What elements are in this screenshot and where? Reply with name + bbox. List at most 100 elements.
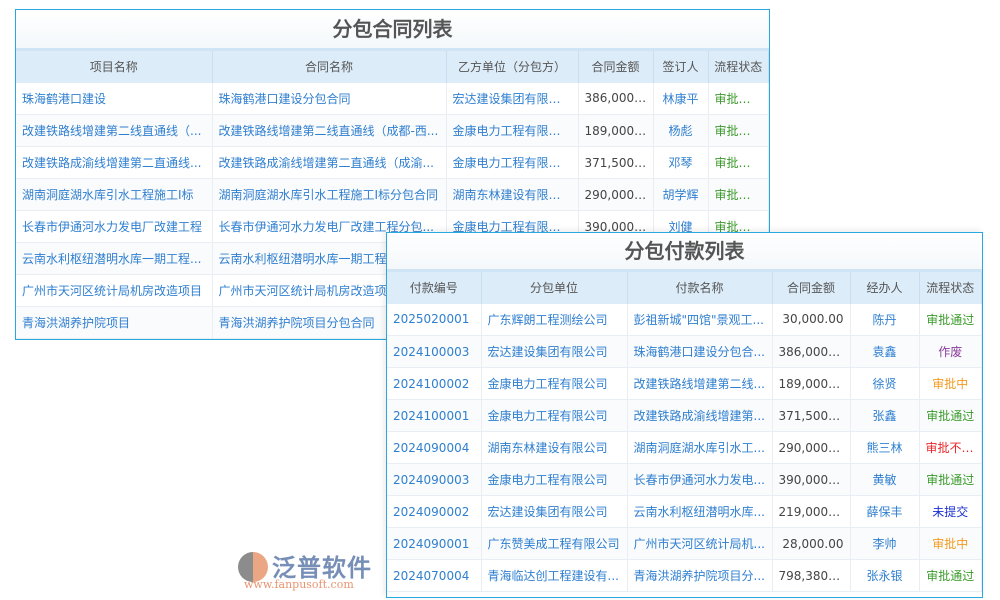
handler: 袁鑫 [850, 335, 920, 368]
table-row[interactable]: 2024090004 湖南东林建设有限公司 湖南洞庭湖水库引水工... 290,000… [387, 431, 982, 464]
status: 审批不通过 [919, 431, 982, 464]
status: 审批通过 [708, 114, 769, 147]
status: 审批通过 [708, 146, 769, 179]
handler: 张永银 [850, 559, 920, 592]
subcontractor-link[interactable]: 金康电力工程有限公司 [481, 367, 628, 400]
column-header[interactable]: 流程状态 [919, 269, 982, 304]
subcontractor-link[interactable]: 金康电力工程有限公司 [446, 114, 579, 147]
payment-name-link[interactable]: 改建铁路线增建第二线... [627, 367, 773, 400]
table-row[interactable]: 2024100001 金康电力工程有限公司 改建铁路成渝线增建第... 371,500… [387, 399, 982, 432]
column-header[interactable]: 项目名称 [16, 48, 213, 83]
column-header[interactable]: 付款编号 [387, 269, 482, 304]
column-header[interactable]: 付款名称 [627, 269, 773, 304]
payment-number-link[interactable]: 2024100002 [387, 367, 482, 400]
status: 审批通过 [708, 82, 769, 115]
project-name-link[interactable]: 改建铁路成渝线增建第二直通线... [16, 146, 213, 179]
payment-name-link[interactable]: 湖南洞庭湖水库引水工... [627, 431, 773, 464]
payment-list-panel: 分包付款列表 付款编号 分包单位 付款名称 合同金额 经办人 流程状态 2025020001… [386, 232, 983, 598]
contract-amount: 189,000.00 [772, 367, 851, 400]
payment-number-link[interactable]: 2024090003 [387, 463, 482, 496]
subcontractor-link[interactable]: 广东辉朗工程测绘公司 [481, 303, 628, 336]
column-header[interactable]: 合同金额 [772, 269, 851, 304]
subcontractor-link[interactable]: 青海临达创工程建设有... [481, 559, 628, 592]
signer: 林康平 [653, 82, 709, 115]
project-name-link[interactable]: 广州市天河区统计局机房改造项目 [16, 274, 213, 307]
contract-amount: 219,000.00 [772, 495, 851, 528]
contract-name-link[interactable]: 湖南洞庭湖水库引水工程施工I标分包合同 [212, 178, 447, 211]
subcontractor-link[interactable]: 湖南东林建设有限公司 [481, 431, 628, 464]
payment-number-link[interactable]: 2024090004 [387, 431, 482, 464]
status: 审批中 [919, 367, 982, 400]
column-header[interactable]: 签订人 [653, 48, 709, 83]
project-name-link[interactable]: 湖南洞庭湖水库引水工程施工I标 [16, 178, 213, 211]
payment-name-link[interactable]: 云南水利枢纽潜明水库... [627, 495, 773, 528]
table-row[interactable]: 2024090003 金康电力工程有限公司 长春市伊通河水力发电... 390,000… [387, 463, 982, 496]
table-row[interactable]: 2024070004 青海临达创工程建设有... 青海洪湖养护院项目分... 798,… [387, 559, 982, 592]
handler: 黄敏 [850, 463, 920, 496]
contract-amount: 290,000.00 [578, 178, 654, 211]
project-name-link[interactable]: 长春市伊通河水力发电厂改建工程 [16, 210, 213, 243]
contract-amount: 386,000.00 [772, 335, 851, 368]
payment-name-link[interactable]: 改建铁路成渝线增建第... [627, 399, 773, 432]
project-name-link[interactable]: 青海洪湖养护院项目 [16, 306, 213, 339]
logo-icon [238, 552, 268, 582]
table-row[interactable]: 珠海鹤港口建设 珠海鹤港口建设分包合同 宏达建设集团有限公司 386,000.00 林康… [16, 82, 769, 115]
project-name-link[interactable]: 珠海鹤港口建设 [16, 82, 213, 115]
payment-number-link[interactable]: 2024100001 [387, 399, 482, 432]
signer: 胡学辉 [653, 178, 709, 211]
contract-amount: 371,500.00 [578, 146, 654, 179]
contract-amount: 798,380.00 [772, 559, 851, 592]
table-row[interactable]: 2024100003 宏达建设集团有限公司 珠海鹤港口建设分包合... 386,000… [387, 335, 982, 368]
column-header[interactable]: 流程状态 [708, 48, 769, 83]
payment-name-link[interactable]: 彭祖新城"四馆"景观工... [627, 303, 773, 336]
table-row[interactable]: 长春市伊通河水力发电厂改建工程 长春市伊通河水力发电厂改建工程分包... 金康电力工… [16, 210, 769, 243]
status: 审批通过 [919, 399, 982, 432]
column-header[interactable]: 经办人 [850, 269, 920, 304]
subcontractor-link[interactable]: 湖南东林建设有限公司 [446, 178, 579, 211]
subcontractor-link[interactable]: 宏达建设集团有限公司 [481, 495, 628, 528]
payment-number-link[interactable]: 2024100003 [387, 335, 482, 368]
table-row[interactable]: 2024090001 广东赞美成工程有限公司 广州市天河区统计局机... 28,000… [387, 527, 982, 560]
payment-number-link[interactable]: 2024070004 [387, 559, 482, 592]
subcontractor-link[interactable]: 宏达建设集团有限公司 [481, 335, 628, 368]
contract-name-link[interactable]: 改建铁路成渝线增建第二直通线（成渝... [212, 146, 447, 179]
payment-name-link[interactable]: 广州市天河区统计局机... [627, 527, 773, 560]
subcontractor-link[interactable]: 宏达建设集团有限公司 [446, 82, 579, 115]
status: 审批通过 [919, 303, 982, 336]
contract-list-title: 分包合同列表 [16, 10, 769, 48]
subcontractor-link[interactable]: 广东赞美成工程有限公司 [481, 527, 628, 560]
handler: 薛保丰 [850, 495, 920, 528]
contract-amount: 371,500.00 [772, 399, 851, 432]
handler: 熊三林 [850, 431, 920, 464]
subcontractor-link[interactable]: 金康电力工程有限公司 [446, 146, 579, 179]
column-header[interactable]: 乙方单位（分包方） [446, 48, 579, 83]
payment-number-link[interactable]: 2024090002 [387, 495, 482, 528]
table-row[interactable]: 改建铁路线增建第二线直通线（... 改建铁路线增建第二线直通线（成都-西... 金康… [16, 114, 769, 147]
payment-table: 付款编号 分包单位 付款名称 合同金额 经办人 流程状态 2025020001 广东辉朗工程测… [387, 269, 982, 592]
signer: 杨彪 [653, 114, 709, 147]
table-row[interactable]: 2024100002 金康电力工程有限公司 改建铁路线增建第二线... 189,000… [387, 367, 982, 400]
subcontractor-link[interactable]: 金康电力工程有限公司 [481, 463, 628, 496]
subcontractor-link[interactable]: 金康电力工程有限公司 [481, 399, 628, 432]
project-name-link[interactable]: 云南水利枢纽潜明水库一期工程... [16, 242, 213, 275]
project-name-link[interactable]: 改建铁路线增建第二线直通线（... [16, 114, 213, 147]
status: 审批通过 [708, 178, 769, 211]
payment-name-link[interactable]: 长春市伊通河水力发电... [627, 463, 773, 496]
column-header[interactable]: 合同金额 [578, 48, 654, 83]
payment-name-link[interactable]: 青海洪湖养护院项目分... [627, 559, 773, 592]
table-row[interactable]: 湖南洞庭湖水库引水工程施工I标 湖南洞庭湖水库引水工程施工I标分包合同 湖南东林建设… [16, 178, 769, 211]
column-header[interactable]: 合同名称 [212, 48, 447, 83]
contract-name-link[interactable]: 珠海鹤港口建设分包合同 [212, 82, 447, 115]
table-row[interactable]: 2024090002 宏达建设集团有限公司 云南水利枢纽潜明水库... 219,000… [387, 495, 982, 528]
status: 审批通过 [919, 463, 982, 496]
table-row[interactable]: 改建铁路成渝线增建第二直通线... 改建铁路成渝线增建第二直通线（成渝... 金康电… [16, 146, 769, 179]
payment-name-link[interactable]: 珠海鹤港口建设分包合... [627, 335, 773, 368]
payment-number-link[interactable]: 2025020001 [387, 303, 482, 336]
table-row[interactable]: 2025020001 广东辉朗工程测绘公司 彭祖新城"四馆"景观工... 30,000… [387, 303, 982, 336]
status: 审批通过 [919, 559, 982, 592]
payment-number-link[interactable]: 2024090001 [387, 527, 482, 560]
column-header[interactable]: 分包单位 [481, 269, 628, 304]
contract-name-link[interactable]: 改建铁路线增建第二线直通线（成都-西... [212, 114, 447, 147]
handler: 徐贤 [850, 367, 920, 400]
contract-amount: 390,000.00 [772, 463, 851, 496]
